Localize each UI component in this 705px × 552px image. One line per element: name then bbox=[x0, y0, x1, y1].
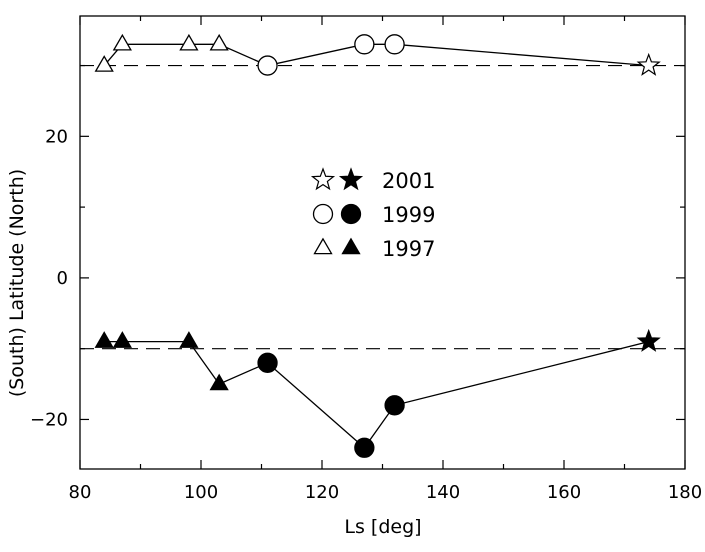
y-axis-title: (South) Latitude (North) bbox=[6, 169, 28, 397]
x-tick-label: 100 bbox=[184, 482, 218, 503]
legend-label: 1999 bbox=[382, 203, 435, 227]
legend-marker-filled-triangle bbox=[341, 237, 361, 255]
data-point-south-triangle bbox=[209, 373, 229, 391]
series-line-south bbox=[104, 340, 649, 449]
legend-label: 2001 bbox=[382, 169, 435, 193]
data-point-north-triangle bbox=[209, 33, 229, 51]
data-point-north-triangle bbox=[112, 33, 132, 51]
data-point-north-triangle bbox=[179, 33, 199, 51]
legend-marker-filled-circle bbox=[340, 203, 362, 225]
data-point-north-star bbox=[636, 52, 661, 76]
x-tick-label: 80 bbox=[69, 482, 92, 503]
data-point-south-triangle bbox=[179, 331, 199, 348]
data-point-north-circle bbox=[354, 34, 375, 55]
x-tick-label: 140 bbox=[426, 482, 460, 503]
x-tick-label: 160 bbox=[547, 482, 581, 503]
data-point-south-circle bbox=[384, 395, 405, 416]
x-axis-title: Ls [deg] bbox=[344, 516, 421, 538]
legend-marker-filled-star bbox=[338, 167, 364, 191]
legend-marker-open-star bbox=[310, 167, 336, 191]
x-tick-label: 180 bbox=[668, 482, 702, 503]
legend-entry: 1997 bbox=[313, 237, 435, 261]
data-point-south-circle bbox=[354, 437, 375, 458]
data-point-north-circle bbox=[257, 55, 278, 76]
legend-marker-open-triangle bbox=[313, 237, 333, 255]
x-tick-label: 120 bbox=[305, 482, 339, 503]
legend-label: 1997 bbox=[382, 237, 435, 261]
data-point-south-triangle bbox=[112, 331, 132, 348]
axis-ticks: 80 100 120 140 160 180 −20 0 20 bbox=[30, 16, 702, 503]
data-markers bbox=[94, 33, 661, 458]
legend: 2001 1999 1997 bbox=[310, 167, 435, 261]
y-tick-label: −20 bbox=[30, 409, 68, 430]
legend-entry: 2001 bbox=[310, 167, 435, 193]
data-point-south-star bbox=[636, 328, 661, 352]
reference-lines bbox=[80, 64, 685, 350]
y-tick-label: 0 bbox=[57, 268, 68, 289]
series-lines bbox=[103, 43, 649, 449]
data-point-south-triangle bbox=[94, 331, 114, 348]
legend-marker-open-circle bbox=[312, 203, 334, 225]
legend-entry: 1999 bbox=[312, 203, 435, 227]
data-point-north-circle bbox=[384, 34, 405, 55]
data-point-south-circle bbox=[257, 352, 278, 373]
data-point-north-triangle bbox=[94, 55, 114, 72]
y-tick-label: 20 bbox=[45, 126, 68, 147]
